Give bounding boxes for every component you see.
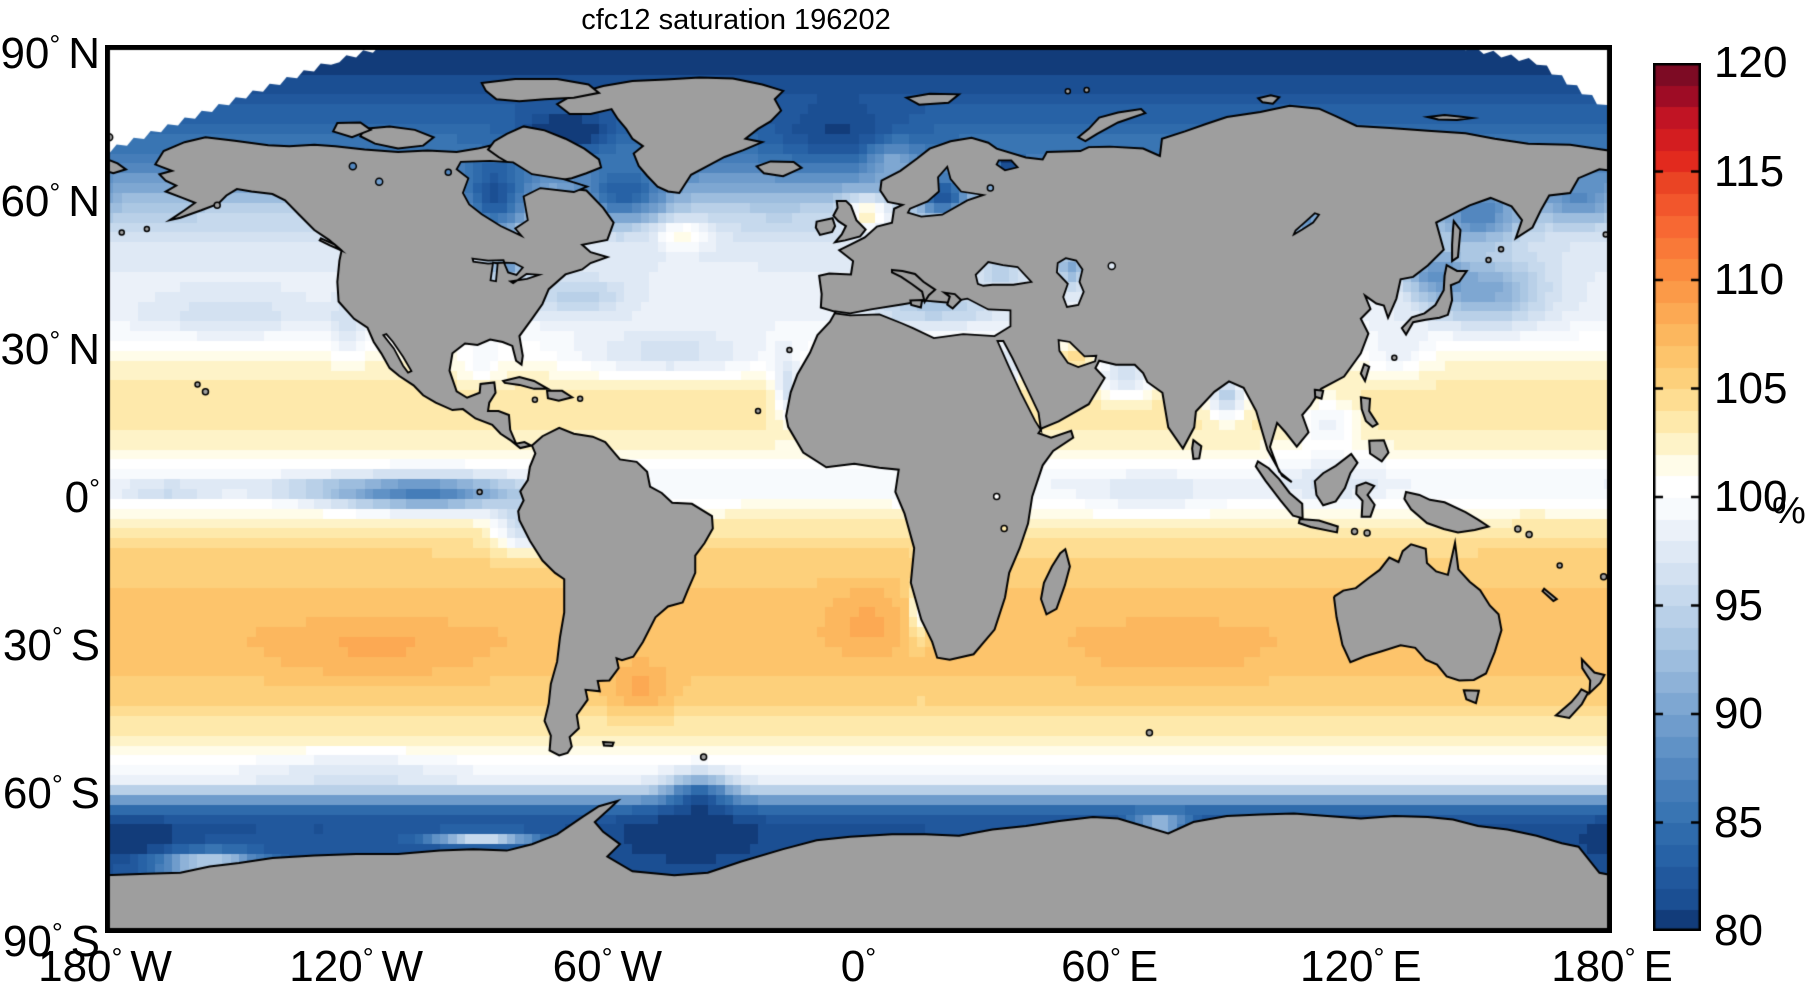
colorbar-tick-label: 100: [1714, 472, 1788, 521]
colorbar-tick-label: 85: [1714, 797, 1763, 847]
colorbar-tick-label: 120: [1714, 38, 1788, 87]
colorbar-tick-label: 95: [1714, 580, 1763, 630]
y-tick-label: 90° N: [0, 29, 100, 79]
x-tick-label: 120° E: [1300, 942, 1422, 991]
world-map-canvas: [105, 45, 1612, 933]
y-tick-label: 0°: [64, 473, 100, 523]
x-tick-label: 180° E: [1551, 942, 1673, 991]
y-tick-label: 60° N: [0, 177, 100, 227]
colorbar-tick-label: 105: [1714, 363, 1788, 413]
colorbar-tick-label: 80: [1714, 906, 1763, 955]
y-tick-label: 30° N: [0, 325, 100, 375]
x-tick-label: 120° W: [289, 942, 424, 991]
x-tick-label: 180° W: [38, 942, 172, 991]
colorbar-tick-label: 115: [1714, 146, 1785, 196]
y-tick-label: 30° S: [2, 621, 100, 671]
x-tick-label: 60° E: [1061, 942, 1159, 991]
colorbar-tick-label: 90: [1714, 689, 1763, 738]
figure-title: cfc12 saturation 196202: [581, 4, 891, 36]
y-tick-label: 90° S: [2, 917, 100, 967]
x-tick-label: 0°: [840, 942, 877, 991]
colorbar-tick-label: 110: [1714, 255, 1785, 304]
colorbar-unit-label: %: [1772, 490, 1806, 532]
colorbar-canvas: [1653, 63, 1701, 931]
x-tick-label: 60° W: [552, 942, 662, 991]
y-tick-label: 60° S: [2, 769, 100, 819]
